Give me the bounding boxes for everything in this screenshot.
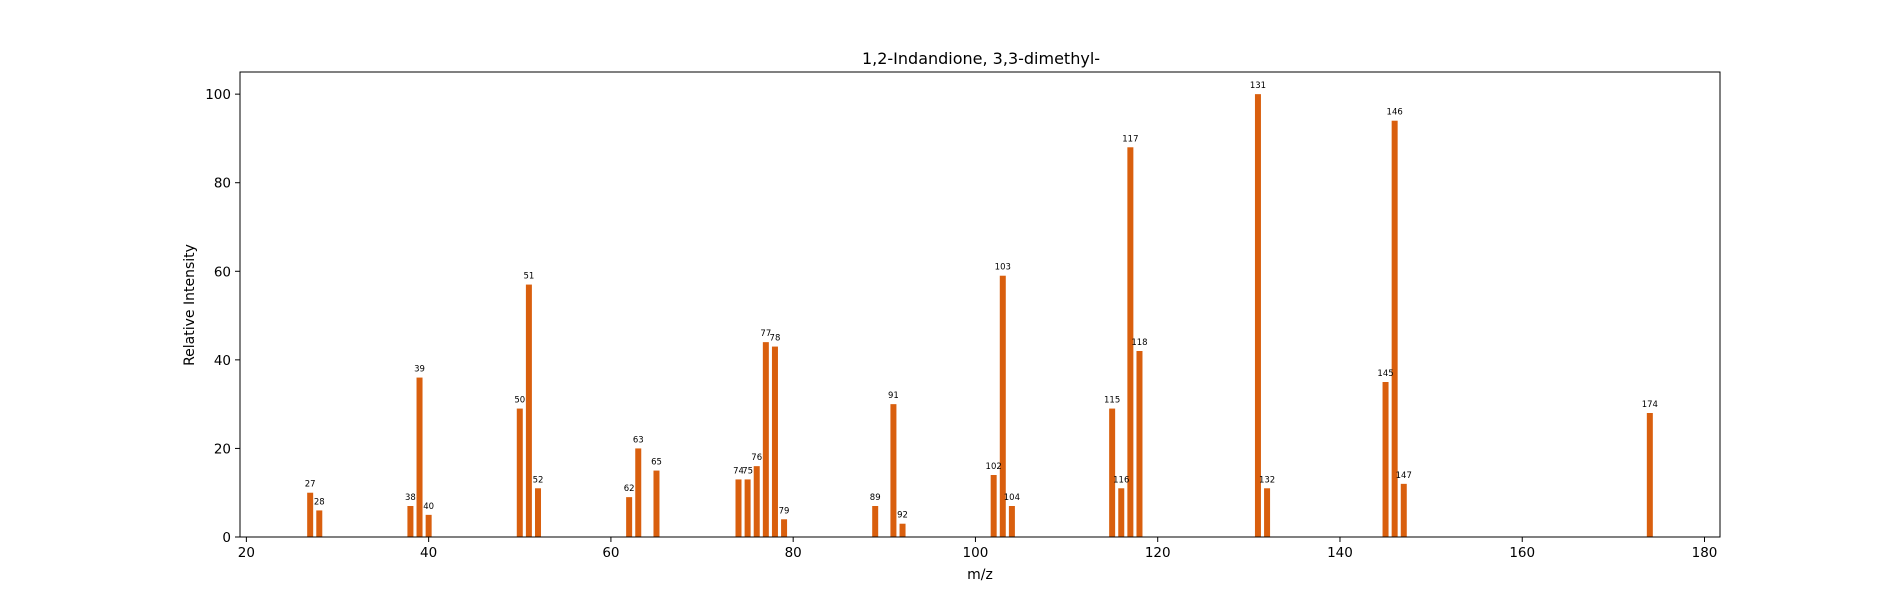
peak-bar-132 — [1264, 488, 1271, 537]
peak-label-174: 174 — [1642, 400, 1658, 410]
peak-label-92: 92 — [897, 511, 908, 521]
x-tick-label-40: 40 — [420, 545, 437, 561]
x-tick-label-80: 80 — [785, 545, 802, 561]
peak-bar-146 — [1391, 120, 1398, 537]
peak-bar-118 — [1136, 351, 1143, 537]
peak-label-117: 117 — [1122, 134, 1138, 144]
x-tick-label-160: 160 — [1509, 545, 1535, 561]
peak-label-65: 65 — [651, 458, 662, 468]
peak-bar-62 — [626, 497, 633, 537]
y-axis-label: Relative Intensity — [182, 244, 198, 366]
peak-bar-74 — [735, 479, 742, 537]
peak-label-146: 146 — [1387, 108, 1403, 118]
peak-bar-27 — [307, 492, 314, 537]
x-tick-label-180: 180 — [1692, 545, 1718, 561]
peak-bar-145 — [1382, 382, 1389, 537]
peak-bar-50 — [516, 408, 523, 537]
y-tick-label-40: 40 — [214, 353, 231, 369]
peak-label-131: 131 — [1250, 81, 1266, 91]
peak-label-115: 115 — [1104, 396, 1120, 406]
y-axis: 0 20 40 60 80 100 — [205, 87, 240, 546]
peak-label-78: 78 — [770, 334, 781, 344]
peak-bar-28 — [316, 510, 323, 537]
peak-bar-131 — [1254, 94, 1261, 538]
peak-label-116: 116 — [1113, 475, 1129, 485]
peak-bar-103 — [999, 275, 1006, 537]
peak-bar-117 — [1127, 147, 1134, 538]
peak-label-40: 40 — [423, 502, 434, 512]
x-axis-label: m/z — [967, 567, 993, 583]
peak-bar-92 — [899, 523, 906, 537]
x-tick-label-20: 20 — [238, 545, 255, 561]
y-tick-label-20: 20 — [214, 441, 231, 457]
peak-label-51: 51 — [523, 272, 534, 282]
peak-label-102: 102 — [986, 462, 1002, 472]
plot-frame — [239, 71, 1721, 538]
peak-label-52: 52 — [533, 475, 544, 485]
peak-bar-115 — [1109, 408, 1116, 537]
peak-label-132: 132 — [1259, 475, 1275, 485]
peak-bar-116 — [1118, 488, 1125, 537]
y-tick-label-60: 60 — [214, 264, 231, 280]
bar-series — [307, 94, 1653, 538]
peak-label-38: 38 — [405, 493, 416, 503]
peak-label-27: 27 — [305, 480, 316, 490]
peak-label-118: 118 — [1131, 338, 1147, 348]
peak-label-104: 104 — [1004, 493, 1020, 503]
peak-label-74: 74 — [733, 466, 744, 476]
y-tick-label-0: 0 — [222, 530, 231, 546]
peak-bar-75 — [744, 479, 751, 537]
x-tick-label-120: 120 — [1145, 545, 1171, 561]
peak-label-50: 50 — [514, 396, 525, 406]
peak-label-147: 147 — [1396, 471, 1412, 481]
y-tick-label-100: 100 — [205, 87, 231, 103]
chart-title: 1,2-Indandione, 3,3-dimethyl- — [862, 49, 1100, 68]
peak-bar-51 — [525, 284, 532, 537]
y-tick-label-80: 80 — [214, 176, 231, 192]
peak-label-63: 63 — [633, 435, 644, 445]
peak-bar-89 — [872, 506, 879, 537]
peak-label-89: 89 — [870, 493, 881, 503]
x-tick-label-140: 140 — [1327, 545, 1353, 561]
peak-bar-63 — [635, 448, 642, 537]
peak-label-75: 75 — [742, 466, 753, 476]
peak-bar-91 — [890, 404, 897, 537]
peak-label-91: 91 — [888, 391, 899, 401]
peak-label-77: 77 — [760, 329, 771, 339]
peak-bar-104 — [1008, 506, 1015, 537]
peak-label-39: 39 — [414, 365, 425, 375]
peak-label-28: 28 — [314, 497, 325, 507]
peak-label-79: 79 — [779, 506, 790, 516]
peak-bar-174 — [1646, 413, 1653, 537]
peak-bar-78 — [771, 346, 778, 537]
peak-bar-65 — [653, 470, 660, 537]
peak-bar-77 — [762, 342, 769, 537]
peak-label-62: 62 — [624, 484, 635, 494]
peak-label-145: 145 — [1377, 369, 1393, 379]
peak-bar-52 — [535, 488, 542, 537]
peak-bar-40 — [425, 514, 432, 537]
peak-bar-39 — [416, 377, 423, 537]
x-tick-label-60: 60 — [602, 545, 619, 561]
peak-bar-76 — [753, 466, 760, 537]
peak-label-103: 103 — [995, 263, 1011, 273]
x-tick-label-100: 100 — [963, 545, 989, 561]
peak-bar-147 — [1400, 483, 1407, 537]
peak-bar-38 — [407, 506, 414, 537]
x-axis: 20 40 60 80 100 120 140 160 180 — [238, 537, 1718, 561]
peak-bar-79 — [781, 519, 788, 537]
peak-label-76: 76 — [751, 453, 762, 463]
peak-bar-102 — [990, 475, 997, 537]
